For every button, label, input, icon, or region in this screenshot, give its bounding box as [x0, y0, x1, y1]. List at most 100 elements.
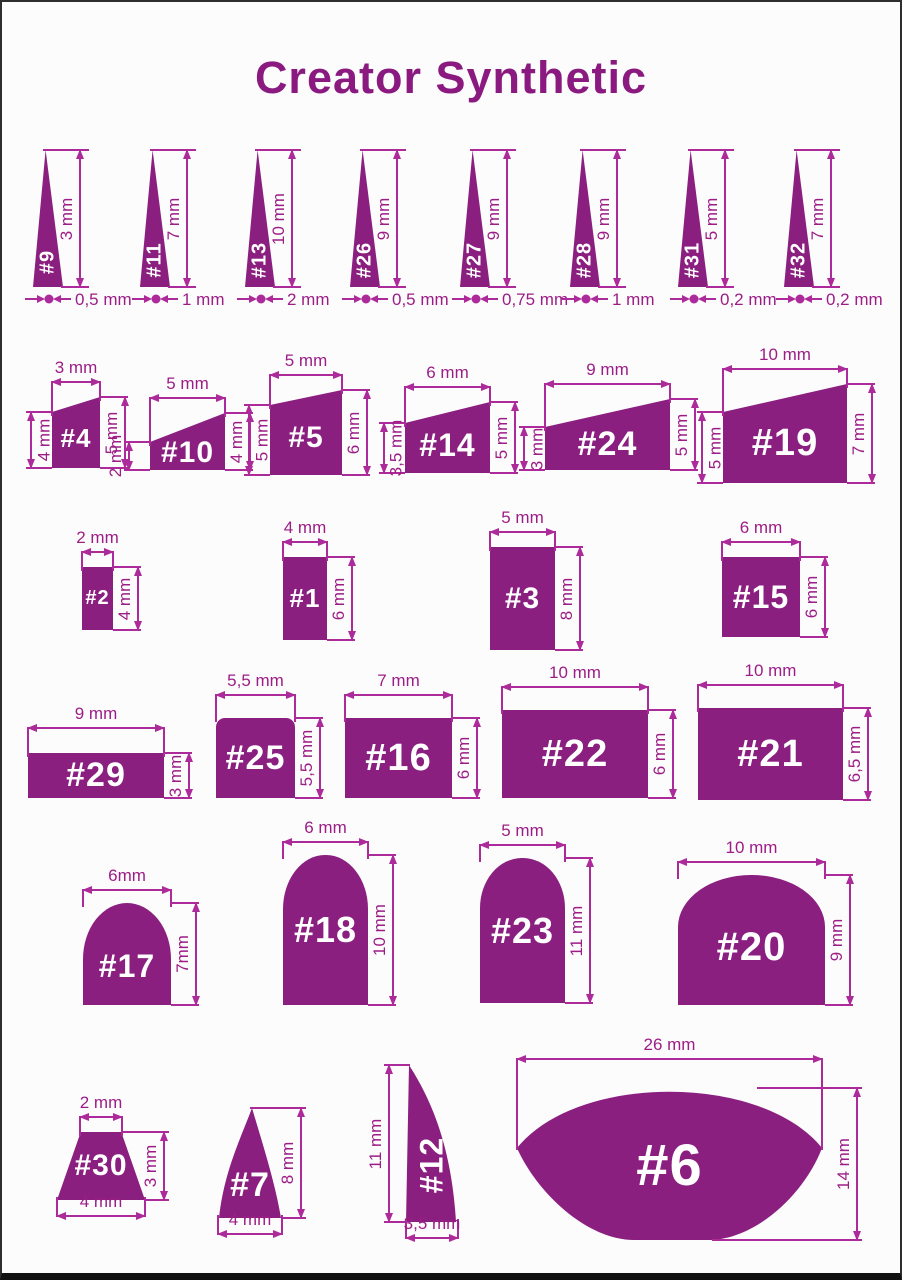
extension-line [677, 861, 679, 879]
brush-12-group: #12 11 mm 3,5 mm [366, 1064, 460, 1242]
brush-number: #5 [288, 420, 324, 454]
brush-shape [502, 710, 648, 798]
height-label: 7mm [173, 935, 192, 973]
width-marker-icon [237, 294, 283, 304]
extension-line [405, 1219, 407, 1239]
height-label: 5 mm [672, 413, 691, 456]
extension-line [244, 404, 270, 406]
brush-shape [406, 1065, 456, 1222]
width-marker-icon [342, 294, 388, 304]
height-label: 7 mm [849, 412, 868, 455]
height-label: 8 mm [278, 1141, 297, 1185]
extension-line [113, 629, 141, 631]
extension-line [360, 149, 406, 151]
width-label: 10 mm [549, 663, 601, 682]
extension-line [688, 149, 734, 151]
width-label: 9 mm [586, 360, 629, 379]
height-label: 4 mm [115, 577, 134, 620]
brush-2-group: #2 2 mm 4 mm [76, 528, 142, 631]
width-dimension: 3 mm [51, 358, 101, 386]
extension-line [100, 396, 128, 398]
brush-1-group: #1 4 mm 6 mm [282, 518, 356, 641]
extension-line [124, 441, 150, 443]
extension-line [150, 149, 196, 151]
extension-line [565, 857, 593, 859]
brush-7-group: #7 8 mm 4 mm [217, 1107, 306, 1238]
brush-shape [216, 718, 295, 798]
extension-line [281, 1215, 283, 1235]
width-dimension: 2 mm [76, 528, 119, 556]
brush-shape [283, 855, 368, 1005]
brush-shape [480, 858, 565, 1003]
right-height-dimension: 7 mm [849, 383, 876, 484]
height-dimension: 8 mm [557, 546, 584, 651]
brush-number: #23 [490, 909, 555, 951]
height-label: 10 mm [269, 192, 288, 245]
height-label: 3,5 mm [387, 419, 406, 477]
extension-line [842, 684, 844, 712]
brush-number: #27 [463, 241, 486, 279]
height-dimension: 6 mm [650, 709, 677, 799]
extension-line [225, 469, 253, 471]
width-label: 2 mm [79, 1093, 123, 1112]
extension-line [99, 381, 101, 401]
extension-line [452, 797, 480, 799]
height-label: 6 mm [454, 736, 473, 780]
extension-line [79, 1116, 81, 1136]
extension-line [61, 286, 89, 288]
extension-line [843, 799, 871, 801]
height-label: 9 mm [374, 197, 393, 240]
brush-number: #13 [248, 241, 271, 279]
extension-line [647, 686, 649, 714]
brush-number: #1 [289, 583, 321, 613]
extension-line [113, 566, 141, 568]
extension-line [168, 286, 196, 288]
height-dimension: 6 mm [329, 556, 356, 641]
extension-line [670, 469, 698, 471]
width-label: 5 mm [501, 821, 544, 840]
height-label: 9 mm [594, 197, 613, 240]
extension-line [722, 368, 724, 416]
extension-line [379, 422, 405, 424]
height-label: 3 mm [141, 1144, 160, 1188]
height-label: 6,5 mm [845, 725, 864, 783]
left-height-dimension: 5 mm [245, 404, 271, 476]
height-dimension: 5 mm [702, 149, 729, 288]
width-dimension: 26 mm [516, 1035, 823, 1063]
brush-4-group: #4 3 mm 4 mm 5 mm [26, 358, 129, 469]
brush-number: #11 [143, 242, 166, 278]
width-dimension: 6mm [82, 866, 172, 894]
width-label: 9 mm [74, 704, 118, 723]
extension-line [341, 374, 343, 394]
extension-line [825, 1004, 853, 1006]
brush-shape [28, 753, 164, 798]
width-label: 10 mm [759, 345, 811, 364]
brush-14-group: #14 6 mm 3,5 mm 5 mm [379, 363, 519, 476]
brush-number: #16 [365, 736, 432, 779]
height-dimension: 7 mm [164, 149, 191, 288]
brush-26-group: #26 9 mm 0,5 mm [342, 149, 449, 309]
width-label: 2 mm [287, 290, 330, 309]
width-label: 5 mm [501, 508, 544, 527]
brush-number: #28 [573, 241, 596, 279]
height-label: 3 mm [527, 427, 546, 470]
extension-line [489, 386, 491, 406]
brush-number: #2 [85, 587, 110, 609]
brush-3-group: #3 5 mm 8 mm [489, 508, 584, 651]
right-height-dimension: 5 mm [672, 398, 699, 471]
width-marker-icon [670, 294, 716, 304]
extension-line [163, 727, 165, 757]
extension-line [282, 541, 284, 561]
height-label: 7 mm [808, 197, 827, 240]
extension-line [294, 694, 296, 722]
extension-line [164, 797, 192, 799]
extension-line [342, 389, 370, 391]
height-dimension: 9 mm [374, 149, 401, 288]
extension-line [800, 636, 828, 638]
extension-line [295, 797, 323, 799]
height-label: 4 mm [34, 418, 53, 462]
width-label: 3,5 mm [403, 1214, 461, 1233]
extension-line [225, 412, 253, 414]
brush-number: #32 [787, 241, 810, 279]
extension-line [721, 541, 723, 561]
